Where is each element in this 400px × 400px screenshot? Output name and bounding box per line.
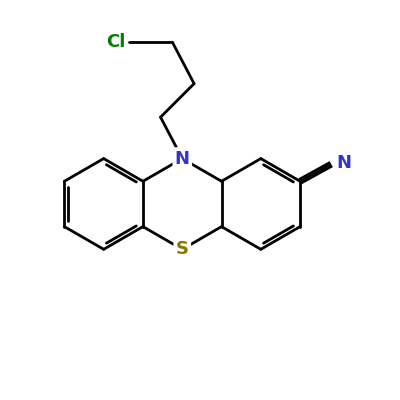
Text: Cl: Cl <box>106 33 125 51</box>
Text: N: N <box>175 150 190 168</box>
Text: N: N <box>336 154 351 172</box>
Text: S: S <box>176 240 189 258</box>
